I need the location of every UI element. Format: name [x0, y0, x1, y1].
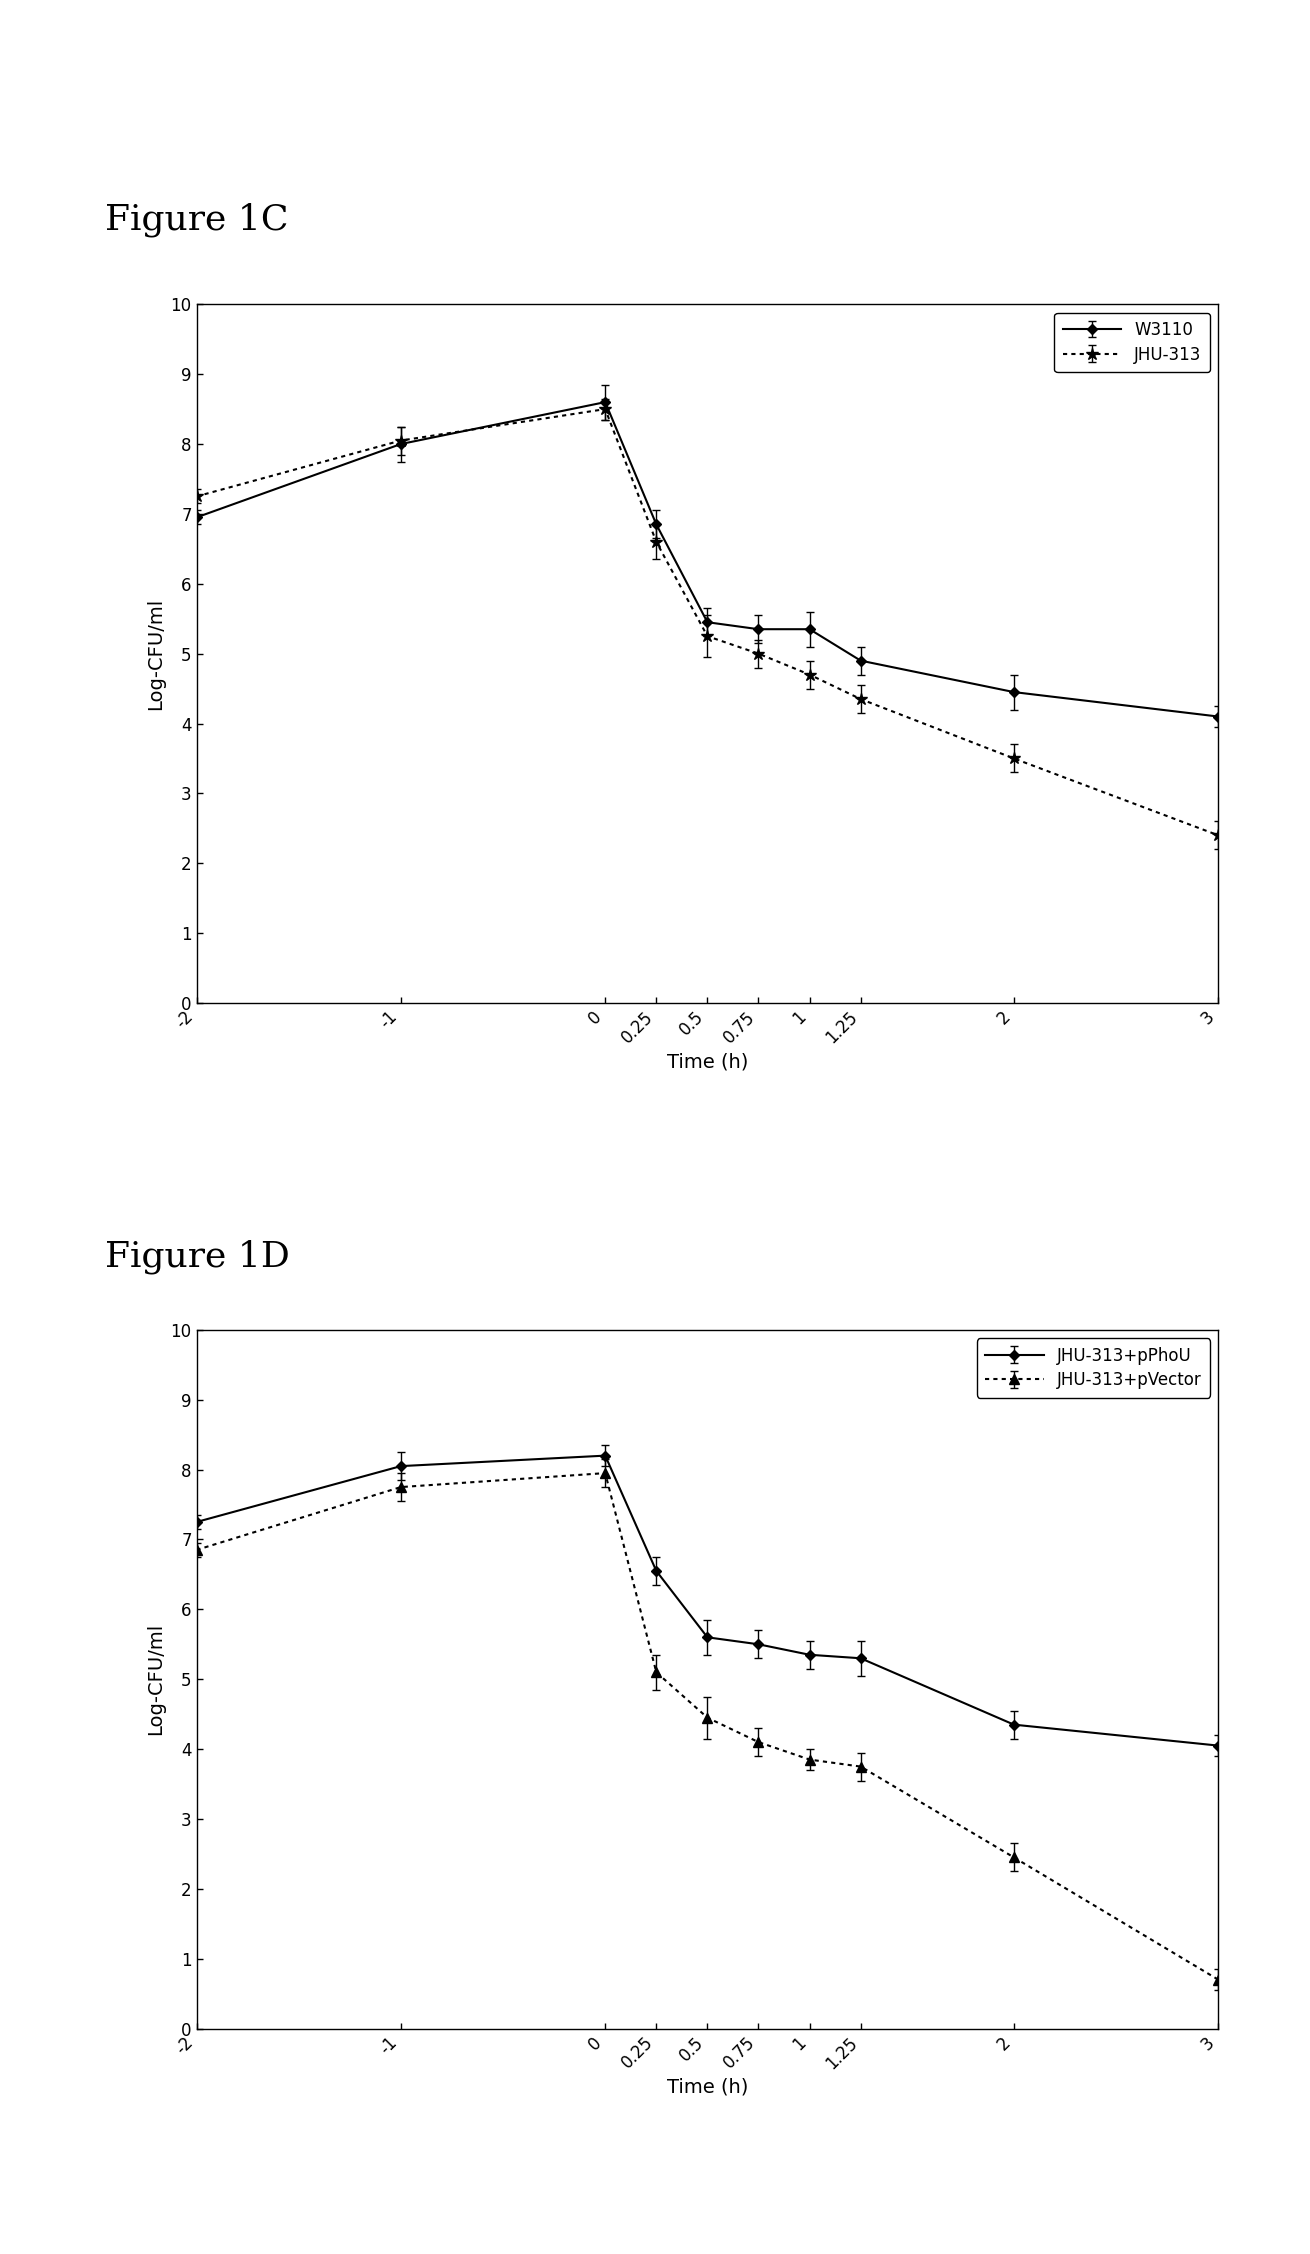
- X-axis label: Time (h): Time (h): [667, 2078, 748, 2096]
- Y-axis label: Log-CFU/ml: Log-CFU/ml: [145, 1623, 165, 1736]
- Y-axis label: Log-CFU/ml: Log-CFU/ml: [145, 597, 165, 710]
- X-axis label: Time (h): Time (h): [667, 1053, 748, 1071]
- Legend: W3110, JHU-313: W3110, JHU-313: [1055, 313, 1210, 372]
- Text: Figure 1D: Figure 1D: [105, 1240, 290, 1274]
- Text: Figure 1C: Figure 1C: [105, 203, 288, 237]
- Legend: JHU-313+pPhoU, JHU-313+pVector: JHU-313+pPhoU, JHU-313+pVector: [977, 1339, 1210, 1397]
